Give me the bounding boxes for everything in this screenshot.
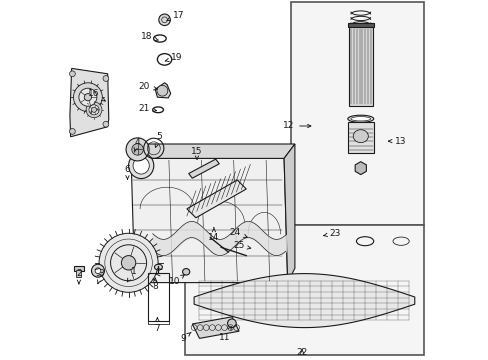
Bar — [347, 23, 373, 27]
Text: 5: 5 — [155, 132, 162, 147]
Text: 4: 4 — [134, 138, 140, 152]
Text: 10: 10 — [169, 275, 184, 286]
Polygon shape — [354, 162, 366, 175]
Bar — [348, 27, 372, 106]
Text: 6: 6 — [124, 165, 130, 179]
Text: 15: 15 — [191, 147, 203, 159]
Text: 17: 17 — [166, 10, 184, 21]
Circle shape — [91, 107, 96, 112]
Polygon shape — [131, 158, 287, 283]
Text: 19: 19 — [165, 53, 182, 62]
Circle shape — [121, 256, 136, 270]
Polygon shape — [155, 83, 170, 98]
Circle shape — [69, 71, 75, 77]
Bar — [74, 266, 84, 271]
Circle shape — [79, 88, 97, 106]
Circle shape — [73, 83, 102, 112]
Circle shape — [99, 233, 158, 292]
Circle shape — [103, 76, 108, 81]
Circle shape — [84, 94, 91, 101]
Text: 24: 24 — [229, 228, 246, 238]
Text: 7: 7 — [154, 318, 160, 333]
Bar — [347, 122, 373, 153]
Circle shape — [86, 102, 102, 118]
Text: 12: 12 — [282, 122, 310, 130]
Circle shape — [91, 264, 104, 277]
Text: 20: 20 — [139, 82, 157, 91]
Polygon shape — [131, 144, 294, 158]
Polygon shape — [70, 68, 108, 137]
Text: 22: 22 — [296, 348, 307, 356]
Ellipse shape — [352, 130, 367, 143]
Ellipse shape — [154, 264, 162, 270]
Circle shape — [110, 245, 146, 281]
Text: 9: 9 — [180, 332, 191, 343]
Ellipse shape — [128, 153, 153, 179]
Text: 21: 21 — [139, 104, 156, 112]
Text: 3: 3 — [97, 269, 104, 284]
Bar — [148, 273, 168, 321]
Circle shape — [227, 319, 236, 328]
Bar — [290, 2, 423, 225]
Ellipse shape — [347, 115, 373, 122]
Circle shape — [126, 138, 149, 161]
Polygon shape — [188, 159, 219, 178]
Text: 25: 25 — [233, 241, 250, 250]
Polygon shape — [284, 144, 294, 283]
Circle shape — [103, 121, 108, 127]
Text: 23: 23 — [323, 229, 340, 238]
Polygon shape — [194, 274, 414, 328]
Text: 18: 18 — [141, 32, 158, 41]
Bar — [185, 225, 423, 355]
Circle shape — [95, 268, 101, 274]
Ellipse shape — [182, 269, 189, 275]
Circle shape — [89, 105, 99, 115]
Text: 2: 2 — [76, 269, 81, 284]
Text: 1: 1 — [127, 267, 137, 282]
Text: 16: 16 — [88, 89, 105, 101]
Circle shape — [132, 144, 143, 155]
Text: 11: 11 — [218, 327, 231, 342]
Polygon shape — [192, 317, 239, 338]
Text: 13: 13 — [388, 136, 406, 145]
Ellipse shape — [133, 157, 149, 174]
Polygon shape — [186, 180, 246, 218]
Ellipse shape — [350, 117, 370, 121]
Text: 8: 8 — [152, 278, 158, 291]
Text: 14: 14 — [208, 228, 219, 242]
Circle shape — [159, 14, 170, 26]
Circle shape — [157, 85, 167, 96]
Bar — [76, 270, 81, 277]
Circle shape — [69, 129, 75, 134]
